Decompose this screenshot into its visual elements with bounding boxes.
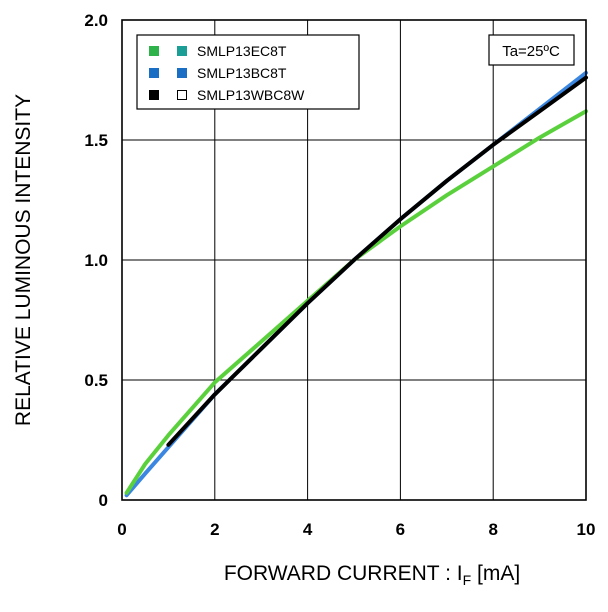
x-axis-title-unit: [mA] — [471, 562, 520, 585]
x-tick-labels: 0 2 4 6 8 10 — [117, 520, 595, 539]
series-line-smlp13wbc8w — [166, 75, 588, 447]
condition-box — [488, 34, 575, 66]
x-tick-label: 2 — [210, 520, 219, 539]
legend-box — [136, 34, 360, 110]
y-tick-label: 1.0 — [84, 251, 108, 270]
x-tick-label: 0 — [117, 520, 126, 539]
x-axis-title-sub: F — [463, 572, 472, 588]
x-tick-label: 10 — [577, 520, 596, 539]
legend-marker — [177, 46, 187, 56]
x-tick-label: 6 — [396, 520, 405, 539]
legend-label: SMLP13WBC8W — [197, 87, 305, 103]
condition-text: Ta=25ºC — [502, 43, 560, 60]
legend-marker — [149, 46, 159, 56]
x-axis-title: FORWARD CURRENT : IF [mA] — [224, 562, 520, 588]
series-line-smlp13bc8t — [124, 70, 588, 498]
x-tick-label: 4 — [303, 520, 313, 539]
y-axis-title: RELATIVE LUMINOUS INTENSITY — [12, 94, 35, 426]
legend: SMLP13EC8T SMLP13BC8T SMLP13WBC8W — [136, 34, 360, 110]
legend-label: SMLP13BC8T — [197, 65, 287, 81]
y-tick-label: 0.5 — [84, 371, 108, 390]
y-tick-label: 0 — [99, 491, 108, 510]
series-line-smlp13ec8t — [124, 109, 588, 495]
legend-marker — [177, 90, 187, 100]
legend-marker — [149, 90, 159, 100]
legend-marker — [149, 68, 159, 78]
legend-marker — [177, 68, 187, 78]
series-lines — [124, 70, 588, 498]
plot-frame — [121, 19, 587, 501]
condition-label: Ta=25ºC — [488, 34, 575, 66]
x-axis-title-main: FORWARD CURRENT : I — [224, 562, 463, 585]
x-tick-label: 8 — [488, 520, 497, 539]
legend-label: SMLP13EC8T — [197, 43, 287, 59]
y-tick-label: 1.5 — [84, 131, 108, 150]
y-tick-label: 2.0 — [84, 11, 108, 30]
y-tick-labels: 0 0.5 1.0 1.5 2.0 — [84, 11, 108, 510]
